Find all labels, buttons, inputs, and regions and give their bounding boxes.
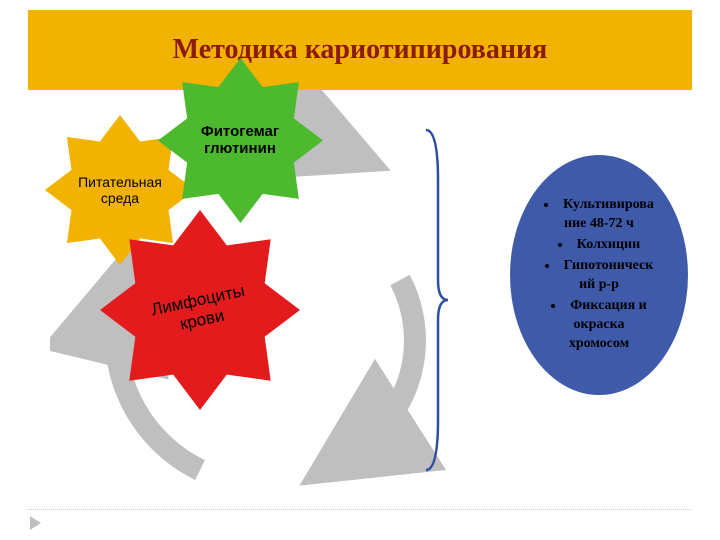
gear-diagram: Питательнаясреда Лимфоцитыкрови Фитогема… (60, 100, 420, 500)
summary-item: Культивирование 48-72 ч (544, 196, 654, 234)
summary-list: Культивирование 48-72 ч Колхицин Гипотонич… (544, 194, 654, 355)
summary-item: Гипотонический р-р (544, 257, 654, 295)
summary-item: Колхицин (544, 236, 654, 255)
summary-oval: Культивирование 48-72 ч Колхицин Гипотонич… (510, 155, 688, 395)
brace (420, 120, 450, 480)
gear-red: Лимфоцитыкрови (100, 210, 300, 410)
footer-dots (28, 509, 692, 510)
summary-item: Фиксация иокраскахромосом (544, 297, 654, 354)
footer-triangle-icon (30, 516, 41, 530)
title-bar: Методика кариотипирования (28, 10, 692, 90)
gear-green: Фитогемагглютинин (158, 58, 323, 223)
